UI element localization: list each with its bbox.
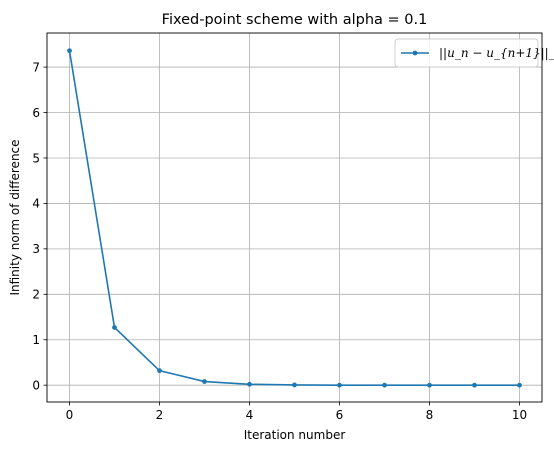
y-tick-label: 3: [32, 242, 40, 256]
plot-frame: [46, 32, 543, 403]
data-point: [472, 382, 477, 388]
data-point: [337, 382, 342, 388]
x-axis-label: Iteration number: [244, 428, 346, 442]
y-tick-label: 5: [32, 151, 40, 165]
x-tick-label: 0: [66, 408, 74, 422]
series-layer: [67, 48, 522, 388]
data-point: [157, 368, 162, 374]
x-tick-label: 6: [336, 408, 344, 422]
legend-box: [394, 38, 539, 68]
y-ticks: 0 1 2 3 4 5 6 7: [32, 60, 47, 392]
y-tick-label: 2: [32, 288, 40, 302]
data-point: [247, 381, 252, 387]
x-tick-label: 2: [156, 408, 164, 422]
y-tick-label: 7: [32, 60, 40, 74]
y-tick-label: 4: [32, 197, 40, 211]
data-point: [202, 379, 207, 384]
data-point: [67, 48, 72, 54]
legend-marker-swatch: [412, 50, 418, 56]
x-tick-label: 8: [426, 408, 434, 422]
x-tick-label: 4: [246, 408, 254, 422]
data-point: [112, 325, 117, 330]
data-point: [427, 382, 432, 388]
y-tick-label: 6: [32, 106, 40, 120]
chart-title: Fixed-point scheme with alpha = 0.1: [162, 12, 428, 28]
y-tick-label: 1: [32, 333, 40, 347]
legend-entry: ||u_n − u_{n+1}||_∞: [439, 46, 554, 60]
x-ticks: 0 2 4 6 8 10: [66, 402, 527, 422]
data-point: [517, 382, 522, 388]
x-tick-label: 10: [512, 408, 527, 422]
data-point: [292, 382, 297, 388]
y-axis-label: Infinity norm of difference: [8, 139, 22, 295]
legend: ||u_n − u_{n+1}||_∞: [394, 38, 554, 68]
y-tick-label: 0: [32, 378, 40, 392]
data-point: [382, 382, 387, 388]
